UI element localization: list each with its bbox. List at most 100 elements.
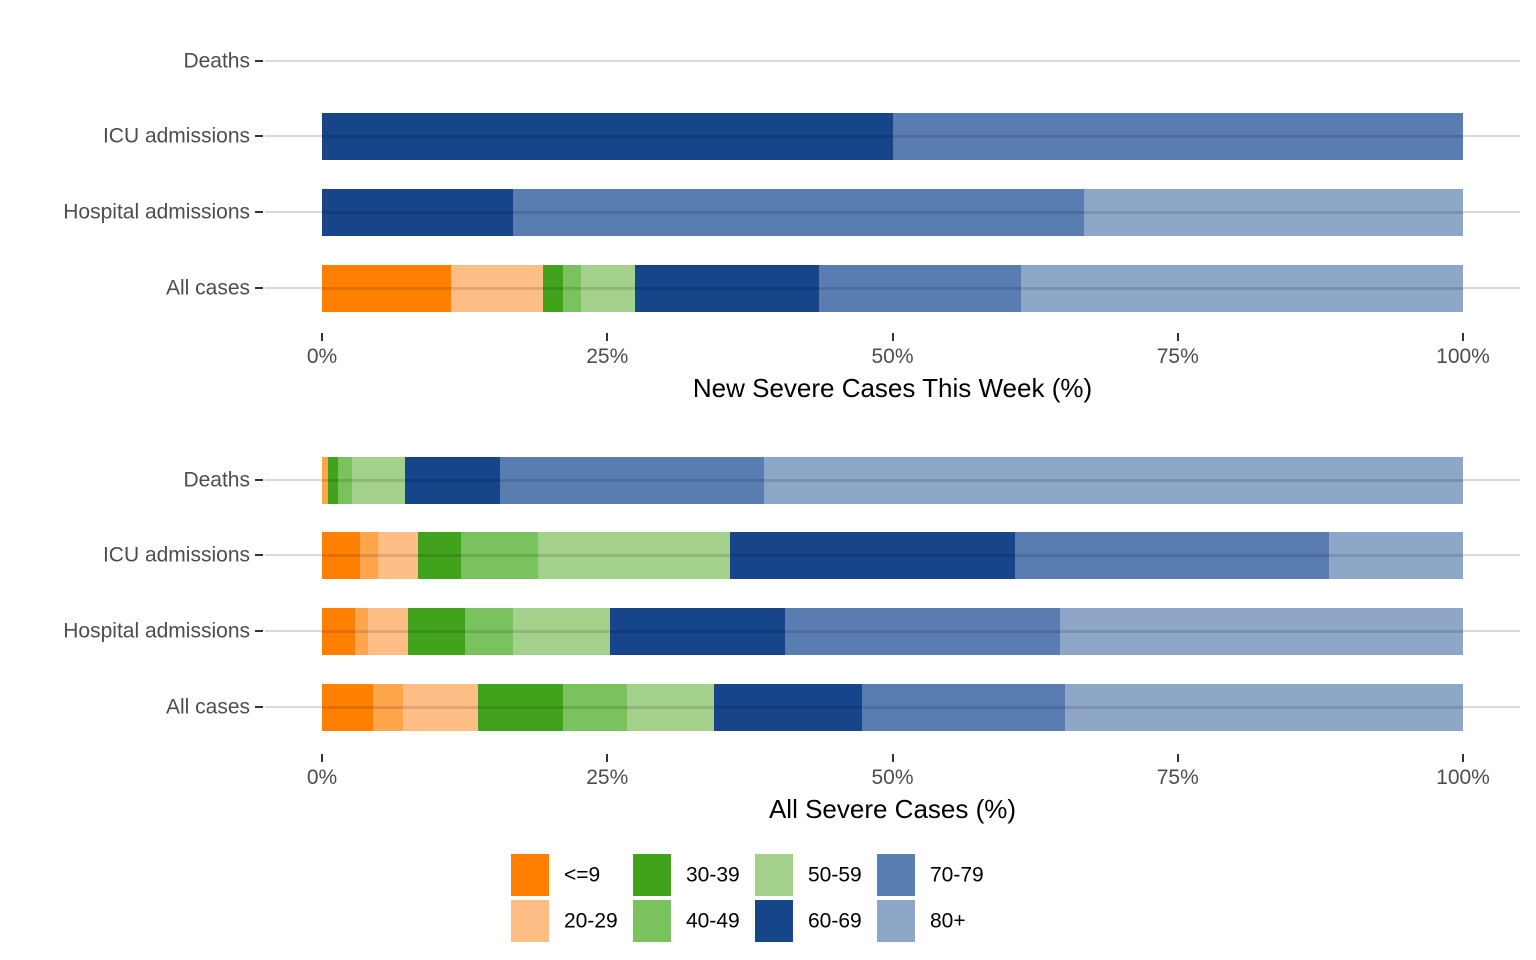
- bar-gridline-overlay: [322, 705, 1463, 709]
- bar-segment-age-1019: [355, 607, 368, 655]
- x-tick-label: 25%: [586, 345, 629, 368]
- category-label: ICU admissions: [102, 124, 250, 148]
- bar-segment-age-5059: [512, 607, 610, 655]
- bar-segment-age-9: [322, 264, 451, 312]
- category-gridline: [265, 60, 1520, 62]
- x-tick-label: 75%: [1156, 345, 1199, 368]
- category-label: Hospital admissions: [63, 619, 250, 643]
- x-tick-label: 0%: [306, 766, 338, 789]
- y-axis-tick: [255, 706, 263, 708]
- bar-segment-age-4049: [461, 531, 538, 579]
- y-axis-tick: [255, 554, 263, 556]
- x-tick-label: 75%: [1156, 766, 1199, 789]
- category-label: Deaths: [183, 468, 250, 492]
- bar-segment-age-5059: [626, 683, 715, 731]
- x-axis-title: All Severe Cases (%): [768, 794, 1017, 824]
- bar-segment-age-6069: [405, 456, 500, 504]
- x-tick-label: 100%: [1436, 345, 1490, 368]
- bar-segment-age-2029: [367, 607, 408, 655]
- x-axis-tick: [606, 754, 609, 762]
- bar-segment-age-7079: [861, 683, 1065, 731]
- stacked-bar: [322, 112, 1463, 160]
- x-tick-label: 0%: [306, 345, 338, 368]
- y-axis-tick: [255, 211, 263, 213]
- stacked-bar: [322, 188, 1463, 236]
- bar-segment-age-80+: [1329, 531, 1463, 579]
- legend-label: 80+: [930, 909, 966, 933]
- bar-segment-age-80+: [1021, 264, 1463, 312]
- bar-segment-age-7079: [819, 264, 1022, 312]
- bar-segment-age-1019: [322, 456, 328, 504]
- x-axis-tick: [1462, 754, 1464, 762]
- y-axis-tick: [255, 287, 263, 289]
- bar-segment-age-4049: [464, 607, 513, 655]
- category-label: Hospital admissions: [63, 200, 250, 224]
- stacked-bar: [322, 264, 1463, 312]
- x-axis-tick: [1176, 754, 1179, 762]
- bar-segment-age-3039: [543, 264, 563, 312]
- x-tick-label: 50%: [871, 345, 914, 368]
- y-axis-tick: [255, 630, 263, 632]
- bar-segment-age-6069: [322, 112, 893, 160]
- bar-segment-age-2029: [450, 264, 544, 312]
- x-axis-tick: [321, 333, 323, 341]
- bar-segment-age-6069: [609, 607, 786, 655]
- bar-gridline-overlay: [322, 134, 1463, 138]
- bar-segment-age-80+: [1060, 607, 1463, 655]
- legend-label: 50-59: [808, 863, 862, 887]
- legend-swatch-age-5059: [755, 854, 793, 896]
- y-axis-tick: [255, 479, 263, 481]
- legend-swatch-age-6069: [755, 900, 793, 942]
- bar-segment-age-7079: [1014, 531, 1330, 579]
- bar-segment-age-80+: [1084, 188, 1463, 236]
- legend-label: 20-29: [564, 909, 618, 933]
- bar-segment-age-5059: [537, 531, 731, 579]
- bar-segment-age-7079: [512, 188, 1085, 236]
- stacked-bar: [322, 683, 1463, 731]
- legend-label: 40-49: [686, 909, 740, 933]
- bar-segment-age-3039: [417, 531, 462, 579]
- stacked-bar: [322, 531, 1463, 579]
- bar-segment-age-7079: [499, 456, 764, 504]
- bar-segment-age-9: [322, 683, 374, 731]
- bar-segment-age-4049: [562, 683, 627, 731]
- y-axis-tick: [255, 135, 263, 137]
- x-axis-tick: [606, 333, 609, 341]
- bar-segment-age-4049: [562, 264, 581, 312]
- category-label: All cases: [165, 695, 250, 719]
- bar-gridline-overlay: [322, 629, 1463, 633]
- bar-gridline-overlay: [322, 478, 1463, 482]
- legend-swatch-age-4049: [633, 900, 671, 942]
- category-label: Deaths: [183, 49, 250, 73]
- legend-swatch-age-7079: [877, 854, 915, 896]
- bar-segment-age-3039: [478, 683, 563, 731]
- bar-segment-age-80+: [1064, 683, 1463, 731]
- x-tick-label: 100%: [1436, 766, 1490, 789]
- bar-gridline-overlay: [322, 553, 1463, 557]
- bar-segment-age-4049: [337, 456, 352, 504]
- x-axis-tick: [1176, 333, 1179, 341]
- bar-segment-age-7079: [785, 607, 1061, 655]
- bar-segment-age-2029: [403, 683, 479, 731]
- x-tick-label: 50%: [871, 766, 914, 789]
- bar-segment-age-80+: [763, 456, 1463, 504]
- x-axis-tick: [891, 333, 894, 341]
- bar-segment-age-6069: [730, 531, 1015, 579]
- x-axis-tick: [1462, 333, 1464, 341]
- bar-segment-age-3039: [327, 456, 338, 504]
- stacked-bar: [322, 456, 1463, 504]
- x-axis-title: New Severe Cases This Week (%): [692, 373, 1093, 403]
- legend-swatch-age-3039: [633, 854, 671, 896]
- legend-label: 30-39: [686, 863, 740, 887]
- bar-gridline-overlay: [322, 210, 1463, 214]
- x-tick-label: 25%: [586, 766, 629, 789]
- bar-segment-age-7079: [892, 112, 1463, 160]
- bar-segment-age-6069: [322, 188, 513, 236]
- legend-label: 60-69: [808, 909, 862, 933]
- bar-segment-age-1019: [359, 531, 378, 579]
- bar-segment-age-6069: [714, 683, 862, 731]
- category-label: ICU admissions: [102, 543, 250, 567]
- stacked-bar: [322, 607, 1463, 655]
- y-axis-tick: [255, 60, 263, 62]
